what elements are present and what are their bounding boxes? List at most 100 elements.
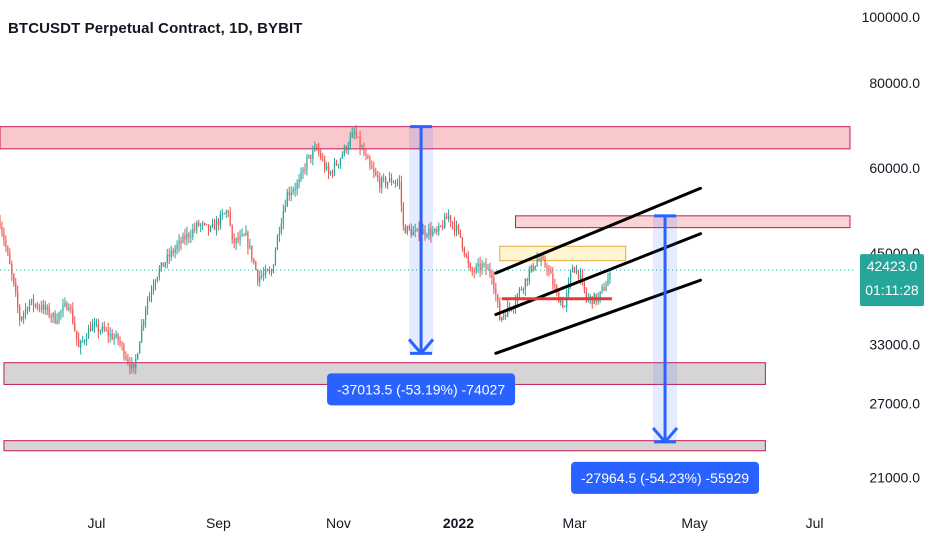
candle — [202, 220, 204, 230]
candle-body — [483, 263, 485, 265]
candle-body — [82, 340, 84, 342]
candle — [101, 322, 103, 334]
candle — [522, 287, 524, 295]
candle-body — [21, 317, 23, 320]
candle — [251, 245, 253, 263]
candle — [286, 188, 288, 208]
candle-body — [312, 150, 314, 160]
candle — [428, 223, 430, 240]
candle-body — [109, 333, 111, 336]
candle — [119, 336, 121, 348]
candle — [180, 236, 182, 250]
candle-body — [60, 310, 62, 313]
candle-body — [331, 171, 334, 174]
candle-body — [282, 211, 284, 224]
candle-body — [453, 223, 456, 232]
candle — [95, 318, 98, 328]
candle — [499, 297, 501, 321]
candle-body — [385, 177, 387, 185]
measure-1: -37013.5 (-53.19%) -74027 — [327, 125, 516, 406]
candle — [357, 136, 359, 138]
candle-body — [306, 157, 308, 170]
candle-body — [36, 304, 38, 308]
candle — [394, 179, 397, 188]
candle — [550, 266, 552, 274]
candle-body — [605, 286, 607, 291]
candle — [381, 175, 383, 194]
candle — [347, 141, 349, 155]
candle-body — [263, 273, 265, 276]
candle-body — [225, 211, 227, 214]
candle-body — [272, 264, 275, 273]
candle — [438, 222, 440, 236]
candle — [398, 175, 401, 190]
candle — [396, 178, 399, 187]
candle-body — [176, 245, 178, 250]
candle — [568, 277, 570, 299]
candle — [367, 153, 369, 160]
candle — [66, 301, 68, 311]
candle — [229, 206, 231, 227]
candle — [223, 212, 225, 215]
candle-body — [164, 262, 166, 267]
candle — [233, 233, 235, 249]
candle-body — [166, 254, 168, 263]
candle — [432, 226, 434, 237]
candle — [131, 357, 133, 374]
candle-body — [528, 271, 530, 281]
candle — [143, 318, 145, 331]
candle — [97, 318, 99, 339]
candle-body — [505, 315, 507, 317]
candle — [272, 263, 275, 274]
candle-body — [221, 213, 223, 215]
candle — [36, 301, 38, 311]
candle — [422, 223, 424, 235]
candle — [282, 204, 284, 230]
candle-body — [473, 271, 475, 273]
candle — [42, 299, 44, 315]
candle — [205, 223, 208, 226]
candle — [345, 145, 347, 154]
candle-body — [469, 263, 471, 270]
candle-body — [316, 147, 318, 149]
candle-body — [17, 292, 19, 307]
candle-body — [89, 328, 92, 331]
candle-body — [32, 299, 35, 306]
price-zone-4 — [3, 440, 766, 452]
y-tick-label: 80000.0 — [869, 75, 920, 91]
candle — [62, 298, 64, 318]
candle-body — [436, 229, 438, 232]
candle-body — [546, 265, 548, 270]
candle-body — [280, 223, 282, 233]
candle-body — [524, 278, 526, 289]
candle-body — [76, 330, 78, 340]
candle — [3, 227, 5, 247]
candle — [13, 273, 15, 287]
candle-body — [219, 214, 221, 226]
candle — [491, 269, 493, 285]
candle-body — [432, 231, 434, 236]
candle-body — [202, 223, 204, 225]
candle — [404, 224, 406, 234]
candle — [170, 245, 172, 261]
candle-body — [152, 286, 155, 292]
candle — [365, 149, 367, 161]
candle-body — [324, 159, 326, 169]
candle-body — [341, 154, 343, 159]
candle-body — [465, 254, 467, 257]
candle — [483, 262, 485, 268]
candle — [144, 305, 147, 328]
candle-body — [318, 148, 320, 153]
candle — [434, 227, 436, 234]
candle-body — [335, 162, 338, 166]
candle — [530, 264, 532, 274]
measure-label-box — [327, 373, 516, 406]
candle — [148, 292, 151, 302]
candle-body — [536, 259, 538, 266]
candle — [21, 315, 23, 323]
candle-body — [5, 240, 7, 248]
candle — [337, 163, 340, 169]
candle-body — [365, 154, 367, 156]
candle-body — [329, 171, 332, 175]
